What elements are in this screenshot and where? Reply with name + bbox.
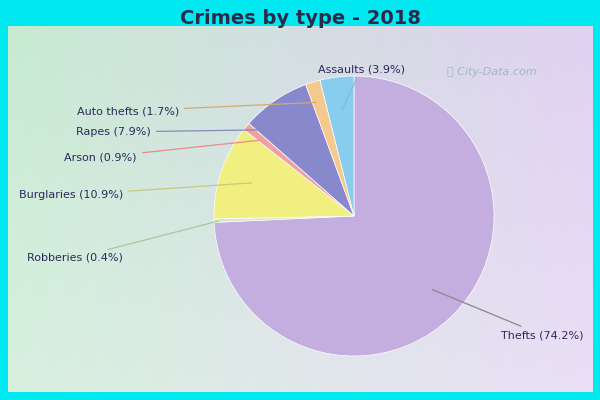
Text: Crimes by type - 2018: Crimes by type - 2018 <box>179 8 421 28</box>
Wedge shape <box>249 84 354 216</box>
Wedge shape <box>244 124 354 216</box>
Text: Burglaries (10.9%): Burglaries (10.9%) <box>19 183 251 200</box>
Wedge shape <box>214 130 354 219</box>
Text: Auto thefts (1.7%): Auto thefts (1.7%) <box>77 102 316 116</box>
Wedge shape <box>214 76 494 356</box>
Wedge shape <box>214 216 354 222</box>
Text: Arson (0.9%): Arson (0.9%) <box>65 140 260 162</box>
Text: Rapes (7.9%): Rapes (7.9%) <box>76 127 292 137</box>
Wedge shape <box>320 76 354 216</box>
Text: ⓘ City-Data.com: ⓘ City-Data.com <box>447 67 537 77</box>
Text: Robberies (0.4%): Robberies (0.4%) <box>27 221 218 263</box>
Wedge shape <box>306 80 354 216</box>
Text: Assaults (3.9%): Assaults (3.9%) <box>317 64 404 109</box>
Text: Thefts (74.2%): Thefts (74.2%) <box>433 290 583 340</box>
